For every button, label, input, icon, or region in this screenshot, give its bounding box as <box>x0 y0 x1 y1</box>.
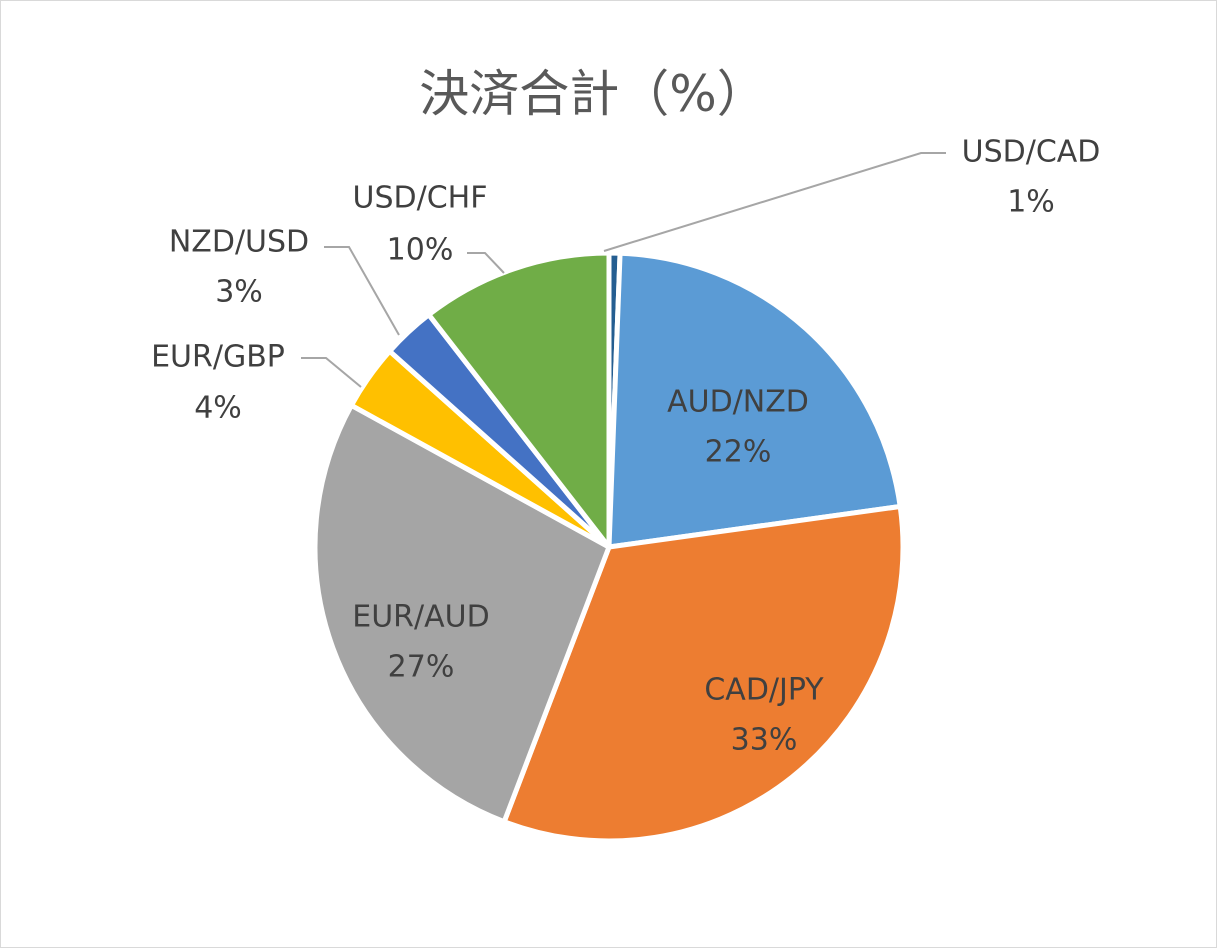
data-label-category-usd-chf: USD/CHF <box>353 181 488 216</box>
data-label-percent-nzd-usd: 3% <box>215 275 263 310</box>
data-label-percent-aud-nzd: 22% <box>705 435 772 470</box>
leader-line-usd-cad <box>603 152 946 252</box>
data-label-percent-usd-chf: 10% <box>387 233 454 268</box>
leader-line-usd-chf <box>467 252 505 274</box>
chart-title: 決済合計（%） <box>419 65 767 123</box>
data-label-percent-eur-aud: 27% <box>388 650 455 685</box>
data-label-category-aud-nzd: AUD/NZD <box>667 385 809 420</box>
pie-slice-aud-nzd <box>606 250 903 550</box>
pie-slice-cad-jpy <box>501 503 906 844</box>
data-label-category-eur-gbp: EUR/GBP <box>151 340 285 375</box>
pie-slices <box>312 250 906 844</box>
leader-lines <box>301 152 946 388</box>
data-label-category-usd-cad: USD/CAD <box>962 135 1101 170</box>
leader-line-nzd-usd <box>324 246 400 336</box>
data-labels: USD/CAD 1% AUD/NZD 22% CAD/JPY 33% EUR/AUD 27% E… <box>151 135 1100 758</box>
data-label-percent-usd-cad: 1% <box>1007 185 1055 220</box>
data-label-category-eur-aud: EUR/AUD <box>352 600 489 635</box>
leader-line-eur-gbp <box>301 357 362 388</box>
data-label-percent-cad-jpy: 33% <box>731 723 798 758</box>
data-label-category-nzd-usd: NZD/USD <box>169 225 309 260</box>
pie-slice-usd-chf <box>426 250 612 550</box>
data-label-percent-eur-gbp: 4% <box>194 391 242 426</box>
data-label-category-cad-jpy: CAD/JPY <box>704 673 824 708</box>
